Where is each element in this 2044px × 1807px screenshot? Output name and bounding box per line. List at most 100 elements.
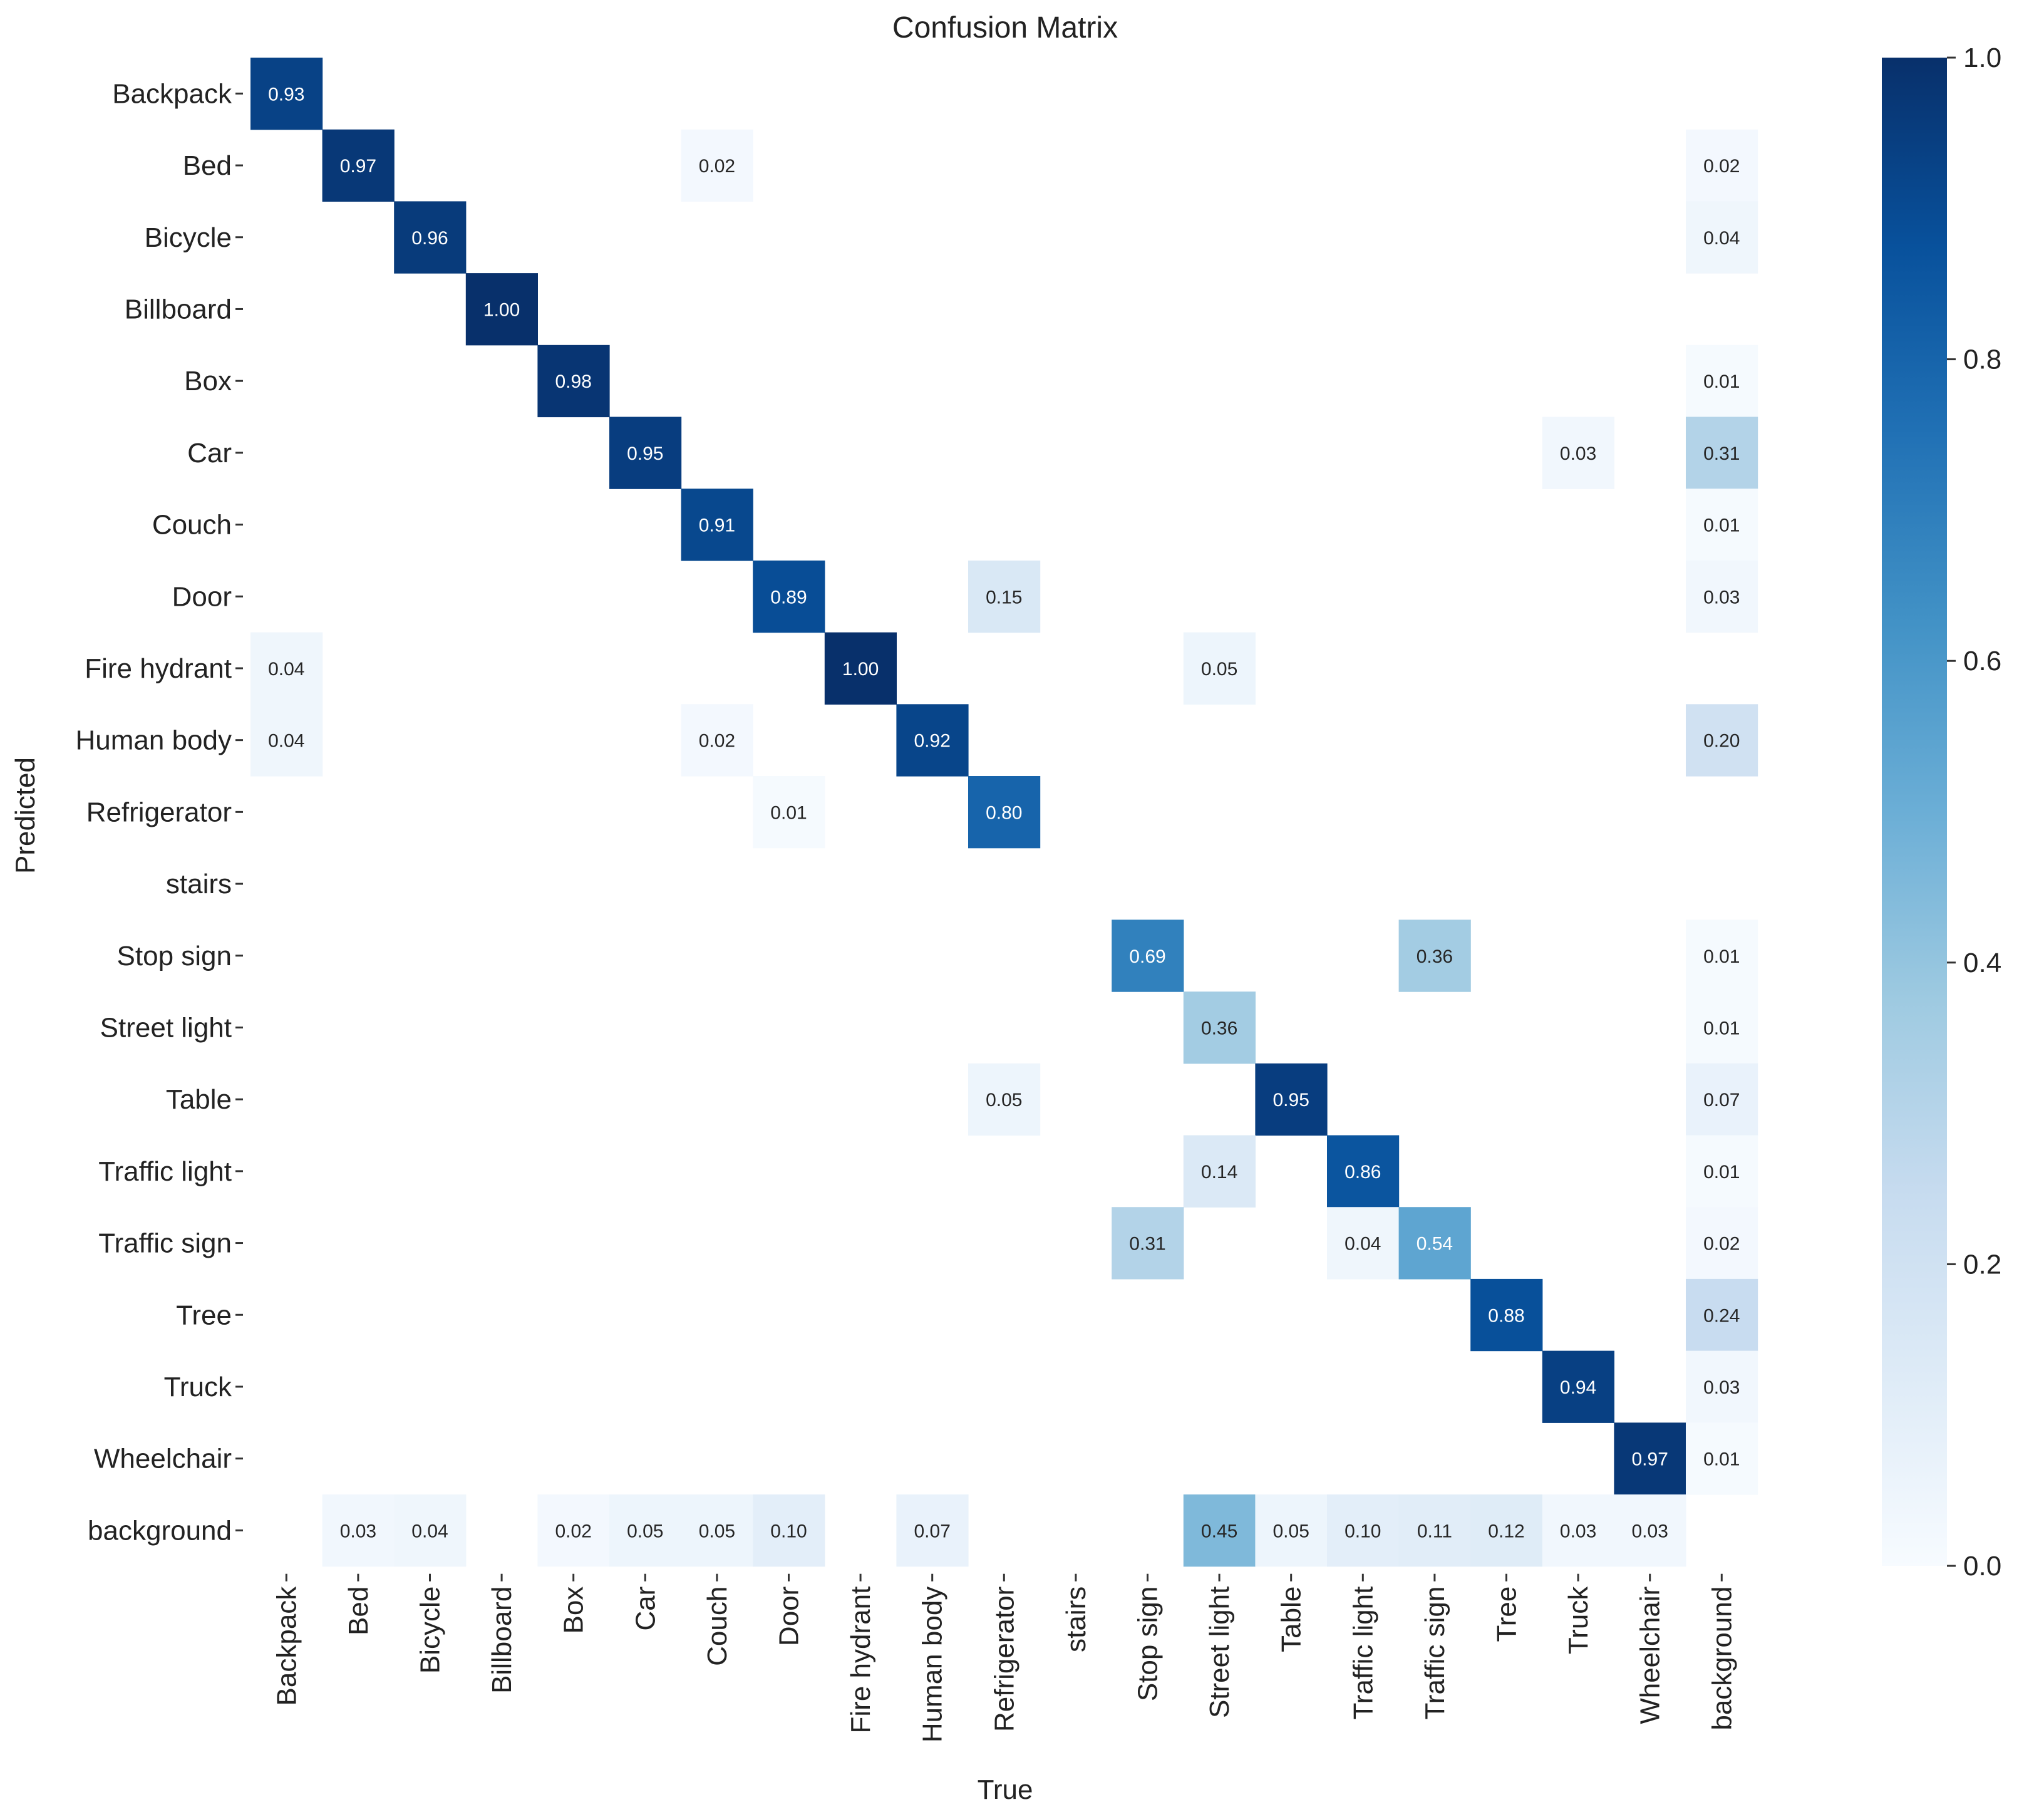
heatmap-cell — [1614, 1422, 1686, 1495]
y-axis-ticks: Backpack Bed Bicycle Billboard Box Car Couch Do… — [76, 78, 243, 1546]
heatmap-cell — [681, 489, 753, 561]
heatmap-cell — [1183, 632, 1256, 705]
x-tick-label: Billboard — [487, 1587, 517, 1694]
cell-value-label: 0.54 — [1417, 1234, 1453, 1255]
heatmap-cell — [1686, 129, 1758, 202]
heatmap-cell — [681, 129, 753, 202]
colorbar-tick-label: 0.8 — [1963, 344, 2001, 375]
colorbar — [1882, 58, 1947, 1566]
y-tick-label: Bed — [183, 150, 232, 181]
heatmap-cell — [896, 704, 969, 777]
colorbar-tick-label: 1.0 — [1963, 43, 2001, 73]
y-tick-label: Truck — [164, 1372, 232, 1402]
y-tick-label: Car — [187, 438, 232, 469]
x-tick-label: Traffic sign — [1420, 1587, 1450, 1720]
cell-value-label: 0.04 — [1345, 1234, 1381, 1255]
heatmap-cell — [1686, 201, 1758, 274]
x-tick-label: Refrigerator — [989, 1587, 1019, 1732]
heatmap-cell — [1542, 417, 1614, 489]
cell-value-label: 0.89 — [770, 587, 807, 608]
heatmap-cell — [681, 704, 753, 777]
cell-value-label: 0.07 — [1703, 1090, 1740, 1111]
heatmap-cell — [250, 704, 323, 777]
cell-value-label: 0.10 — [1345, 1521, 1381, 1541]
heatmap-cell — [1686, 417, 1758, 489]
heatmap-cell — [968, 776, 1041, 849]
cell-value-label: 0.93 — [268, 84, 304, 105]
cell-value-label: 0.15 — [986, 587, 1022, 608]
cell-value-label: 0.04 — [1703, 228, 1740, 249]
heatmap-cell — [537, 1494, 610, 1567]
cell-value-label: 0.01 — [1703, 1449, 1740, 1470]
cell-value-label: 0.69 — [1129, 946, 1165, 967]
cell-value-label: 0.36 — [1417, 946, 1453, 967]
heatmap-cell — [1327, 1207, 1400, 1280]
heatmap-cell — [824, 632, 897, 705]
x-tick-label: Door — [774, 1587, 805, 1646]
heatmap-cell — [1255, 1494, 1328, 1567]
heatmap-cell — [322, 129, 395, 202]
colorbar-tick-label: 0.2 — [1963, 1249, 2001, 1280]
cell-value-label: 0.04 — [268, 731, 304, 752]
cell-value-label: 0.01 — [1703, 1162, 1740, 1183]
cell-value-label: 0.01 — [770, 802, 807, 823]
heatmap-cell — [753, 1494, 825, 1567]
heatmap-cell — [1686, 1135, 1758, 1208]
y-tick-label: Box — [184, 366, 232, 396]
cell-value-label: 0.05 — [699, 1521, 735, 1541]
heatmap-cell — [250, 632, 323, 705]
heatmap-cell — [1686, 489, 1758, 561]
heatmap-cell — [1470, 1278, 1543, 1352]
heatmap-cell — [968, 1063, 1041, 1136]
x-tick-label: Wheelchair — [1635, 1587, 1666, 1724]
cell-value-label: 0.01 — [1703, 371, 1740, 392]
chart-title: Confusion Matrix — [892, 11, 1118, 44]
cell-value-label: 0.02 — [699, 731, 735, 752]
x-tick-label: Truck — [1563, 1586, 1594, 1654]
heatmap-cell — [1470, 1494, 1543, 1567]
y-tick-label: Street light — [100, 1012, 232, 1043]
heatmap-cell — [1686, 1278, 1758, 1352]
cell-value-label: 0.04 — [268, 659, 304, 680]
cell-value-label: 0.02 — [1703, 1234, 1740, 1255]
cell-value-label: 0.05 — [1201, 659, 1237, 680]
cell-value-label: 0.20 — [1703, 731, 1740, 752]
x-axis-ticks: Backpack Bed Bicycle Billboard Box Car Couch Do… — [271, 1573, 1737, 1742]
heatmap-cell — [1112, 1207, 1184, 1280]
x-tick-label: stairs — [1061, 1587, 1092, 1652]
cell-value-label: 0.03 — [1560, 1521, 1596, 1541]
heatmap-cells: 0.93 0.97 0.02 0.02 0.96 0.04 1.00 0.98 0.01 0.95… — [250, 58, 1758, 1567]
cell-value-label: 0.03 — [1632, 1521, 1668, 1541]
heatmap-cell — [1398, 919, 1471, 992]
y-tick-label: Traffic sign — [98, 1228, 232, 1259]
cell-value-label: 0.03 — [340, 1521, 376, 1541]
cell-value-label: 0.97 — [340, 156, 376, 177]
y-tick-label: Tree — [176, 1300, 232, 1330]
cell-value-label: 0.24 — [1703, 1305, 1740, 1326]
cell-value-label: 0.95 — [1273, 1090, 1309, 1111]
y-tick-label: Table — [166, 1084, 232, 1115]
heatmap-cell — [394, 1494, 467, 1567]
x-tick-label: Human body — [917, 1587, 948, 1742]
cell-value-label: 0.36 — [1201, 1018, 1237, 1038]
y-tick-label: Traffic light — [98, 1156, 232, 1187]
y-tick-label: Refrigerator — [86, 797, 232, 827]
heatmap-cell — [609, 417, 682, 489]
heatmap-cell — [681, 1494, 753, 1567]
cell-value-label: 0.10 — [770, 1521, 807, 1541]
x-tick-label: Box — [559, 1587, 589, 1634]
x-tick-label: Bed — [343, 1587, 374, 1635]
x-tick-label: Street light — [1204, 1587, 1235, 1718]
y-tick-label: Billboard — [125, 294, 232, 324]
cell-value-label: 0.05 — [627, 1521, 663, 1541]
cell-value-label: 0.97 — [1632, 1449, 1668, 1470]
cell-value-label: 0.02 — [699, 156, 735, 177]
heatmap-cell — [1255, 1063, 1328, 1136]
cell-value-label: 0.05 — [1273, 1521, 1309, 1541]
heatmap-cell — [394, 201, 467, 274]
x-tick-label: Stop sign — [1133, 1587, 1164, 1701]
heatmap-cell — [753, 776, 825, 849]
cell-value-label: 0.03 — [1560, 443, 1596, 464]
cell-value-label: 0.94 — [1560, 1377, 1596, 1398]
